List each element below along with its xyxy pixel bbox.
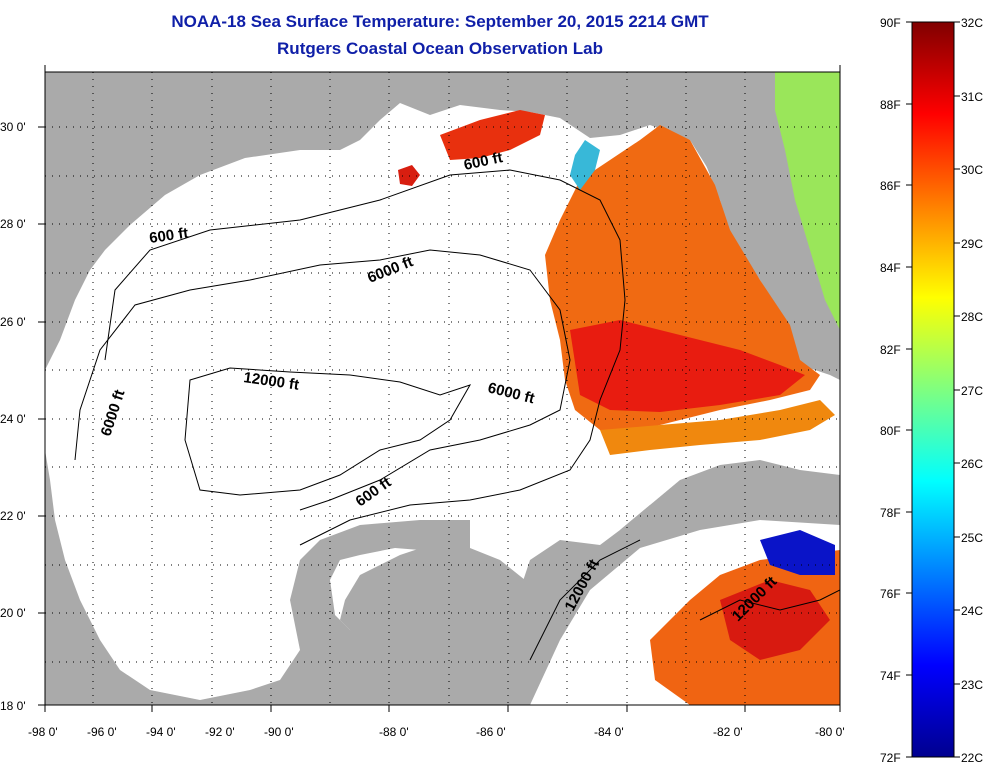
colorbar-f-label: 86F	[880, 179, 901, 193]
yucatan-land	[340, 520, 540, 705]
colorbar-f-label: 78F	[880, 506, 901, 520]
lat-tick-label: 24 0'	[0, 412, 26, 426]
lon-tick-label: -88 0'	[379, 725, 409, 739]
lat-tick-label: 28 0'	[0, 217, 26, 231]
colorbar-c-label: 31C	[961, 90, 983, 104]
sst-straits	[600, 400, 835, 455]
colorbar-c-label: 32C	[961, 16, 983, 30]
cuba-land	[620, 472, 840, 545]
contour-12000ft-south	[529, 539, 641, 661]
colorbar-c-label: 30C	[961, 163, 983, 177]
lat-tick-label: 20 0'	[0, 606, 26, 620]
lon-tick-label: -84 0'	[594, 725, 624, 739]
colorbar-c-label: 29C	[961, 237, 983, 251]
lon-tick-label: -94 0'	[146, 725, 176, 739]
colorbar-c-label: 22C	[961, 751, 983, 765]
contour-600ft	[104, 169, 626, 546]
colorbar-c-labels: 32C 31C 30C 29C 28C 27C 26C 25C 24C 23C …	[961, 16, 983, 765]
contour-6000ft	[74, 249, 571, 511]
colorbar-f-label: 74F	[880, 669, 901, 683]
colorbar-f-label: 80F	[880, 424, 901, 438]
lat-tick-label: 26 0'	[0, 315, 26, 329]
lat-tick-label: 30 0'	[0, 120, 26, 134]
colorbar	[911, 21, 955, 758]
sst-panhandle	[440, 110, 545, 160]
depth-contours	[74, 169, 840, 661]
contour-caribbean	[699, 589, 840, 621]
sst-hot-core	[570, 320, 805, 412]
axis-ticks	[38, 65, 841, 712]
colorbar-f-label: 72F	[880, 751, 901, 765]
sst-caribbean-core	[720, 580, 830, 660]
lat-tick-label: 22 0'	[0, 509, 26, 523]
lat-tick-label: 18 0'	[0, 699, 26, 713]
colorbar-c-label: 24C	[961, 604, 983, 618]
map-area: 600 ft 6000 ft 12000 ft 6000 ft 6000 ft …	[45, 72, 840, 705]
lon-tick-label: -90 0'	[264, 725, 294, 739]
colorbar-f-label: 88F	[880, 98, 901, 112]
lon-tick-label: -86 0'	[476, 725, 506, 739]
colorbar-ticks	[906, 21, 960, 758]
chart-subtitle: Rutgers Coastal Ocean Observation Lab	[277, 39, 603, 58]
map-frame	[44, 71, 841, 706]
atlantic-water	[775, 72, 840, 330]
colorbar-c-label: 27C	[961, 384, 983, 398]
lon-tick-label: -98 0'	[28, 725, 58, 739]
lat-labels: 18 0' 20 0' 22 0' 24 0' 26 0' 28 0' 30 0…	[0, 120, 26, 713]
chart-title: NOAA-18 Sea Surface Temperature: Septemb…	[171, 12, 709, 31]
colorbar-f-label: 90F	[880, 16, 901, 30]
colorbar-f-label: 84F	[880, 261, 901, 275]
sst-cold-patch	[760, 530, 835, 575]
lon-tick-label: -96 0'	[87, 725, 117, 739]
colorbar-c-label: 23C	[961, 678, 983, 692]
lon-tick-label: -80 0'	[815, 725, 845, 739]
grid-lines	[45, 72, 840, 705]
sst-cool-edge	[570, 140, 600, 190]
lon-tick-label: -92 0'	[205, 725, 235, 739]
colorbar-f-labels: 90F 88F 86F 84F 82F 80F 78F 76F 74F 72F	[880, 16, 901, 765]
contour-12000ft	[184, 367, 472, 496]
colorbar-c-label: 26C	[961, 457, 983, 471]
colorbar-c-label: 25C	[961, 531, 983, 545]
colorbar-f-label: 82F	[880, 343, 901, 357]
colorbar-c-label: 28C	[961, 310, 983, 324]
contour-label: 600 ft	[148, 225, 189, 247]
lon-tick-label: -82 0'	[713, 725, 743, 739]
colorbar-f-label: 76F	[880, 587, 901, 601]
lon-labels: -98 0' -96 0' -94 0' -92 0' -90 0' -88 0…	[28, 725, 845, 739]
